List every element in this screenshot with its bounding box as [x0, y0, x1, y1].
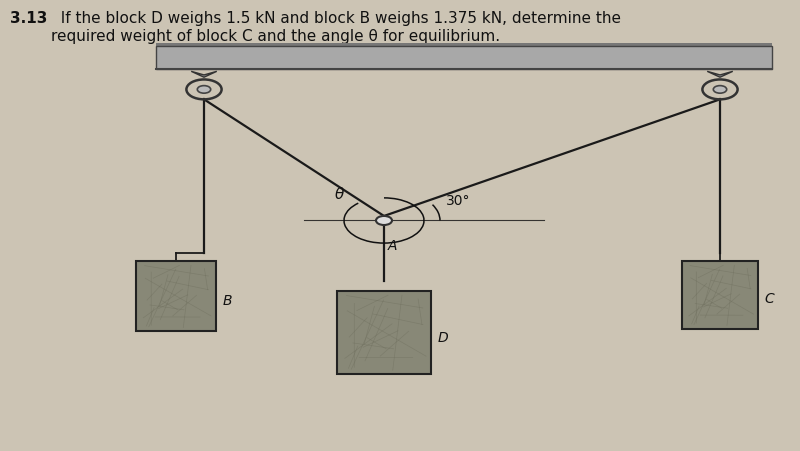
Bar [682, 262, 758, 329]
Text: A: A [388, 238, 398, 252]
Circle shape [376, 216, 392, 226]
Text: 30°: 30° [446, 194, 471, 207]
Text: θ: θ [334, 186, 344, 202]
Bar [136, 262, 216, 331]
Bar [337, 291, 431, 374]
Circle shape [714, 87, 726, 94]
Polygon shape [191, 72, 217, 78]
Circle shape [198, 87, 210, 94]
Text: If the block D weighs 1.5 kN and block B weighs 1.375 kN, determine the
required: If the block D weighs 1.5 kN and block B… [51, 11, 622, 44]
Text: C: C [765, 292, 774, 306]
Bar [156, 44, 772, 52]
Bar [156, 47, 772, 70]
Polygon shape [707, 72, 733, 78]
Text: D: D [438, 330, 448, 344]
Text: 3.13: 3.13 [10, 11, 47, 26]
Text: B: B [222, 293, 232, 307]
